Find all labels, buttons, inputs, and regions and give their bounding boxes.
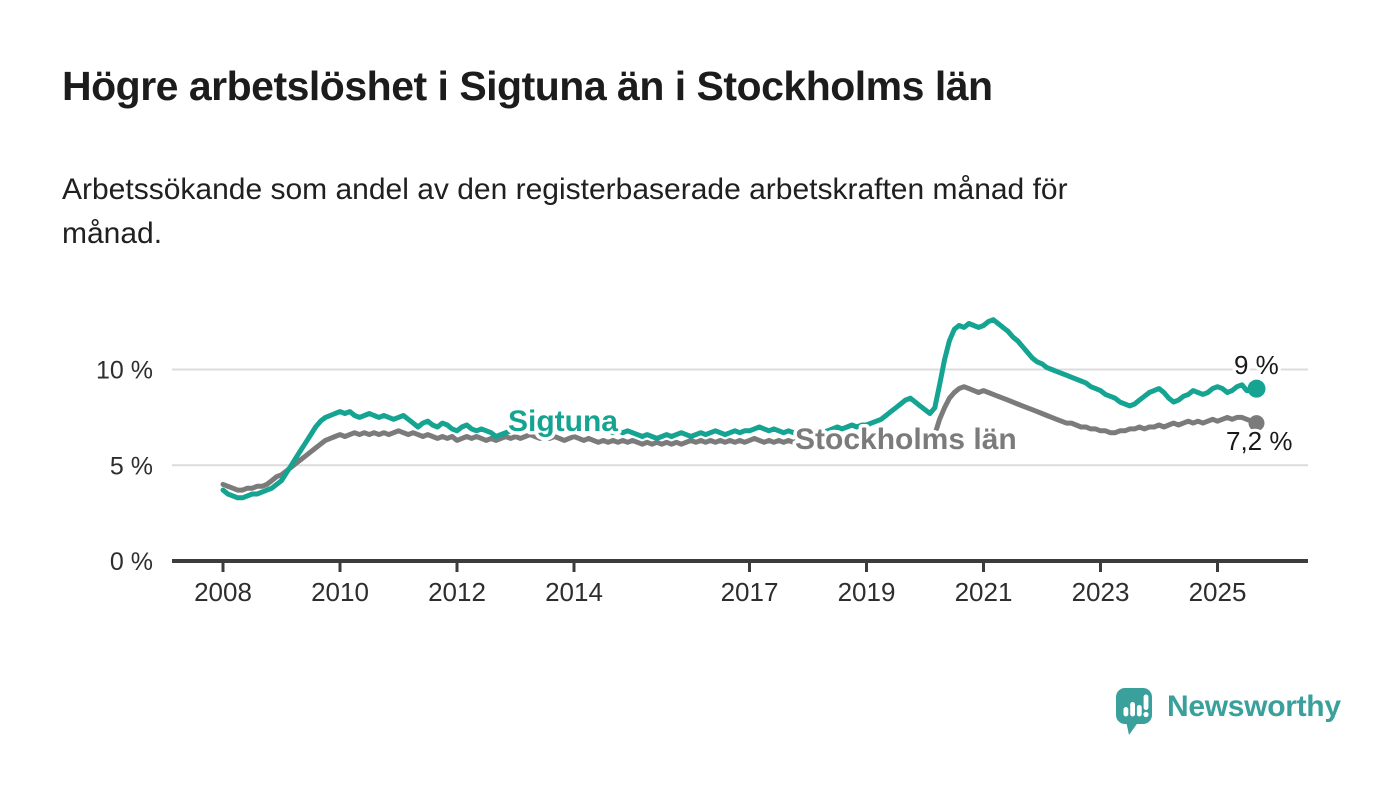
x-tick-label-2023: 2023 xyxy=(1072,577,1130,607)
x-tick-label-2017: 2017 xyxy=(721,577,779,607)
y-tick-label-5: 5 % xyxy=(110,452,153,480)
x-tick-label-2014: 2014 xyxy=(545,577,603,607)
newsworthy-logo-icon xyxy=(1116,688,1152,735)
series-line-sigtuna xyxy=(220,317,1259,501)
newsworthy-wordmark: Newsworthy xyxy=(1167,690,1341,723)
end-dot-stockholms-lan xyxy=(1248,415,1265,432)
newsworthy-branding: Newsworthy xyxy=(1116,688,1341,738)
x-tick-label-2025: 2025 xyxy=(1189,577,1247,607)
x-tick-label-2008: 2008 xyxy=(194,577,252,607)
y-tick-label-10: 10 % xyxy=(96,357,153,385)
x-tick-label-2021: 2021 xyxy=(955,577,1013,607)
x-tick-label-2019: 2019 xyxy=(838,577,896,607)
chart-subtitle: Arbetssökande som andel av den registerb… xyxy=(62,173,1068,250)
x-tick-label-2010: 2010 xyxy=(311,577,369,607)
end-value-label-sigtuna: 9 % xyxy=(1234,350,1279,380)
end-dot-sigtuna xyxy=(1247,379,1266,398)
end-value-label-stockholms-lan: 7,2 % xyxy=(1226,426,1293,456)
series-label-sigtuna: Sigtuna xyxy=(508,405,618,438)
series-label-stockholms-lan: Stockholms län xyxy=(795,423,1017,456)
x-tick-label-2012: 2012 xyxy=(428,577,486,607)
chart-title: Högre arbetslöshet i Sigtuna än i Stockh… xyxy=(62,63,993,109)
y-tick-label-0: 0 % xyxy=(110,548,153,576)
series-line-stockholms-lan xyxy=(220,384,1259,493)
